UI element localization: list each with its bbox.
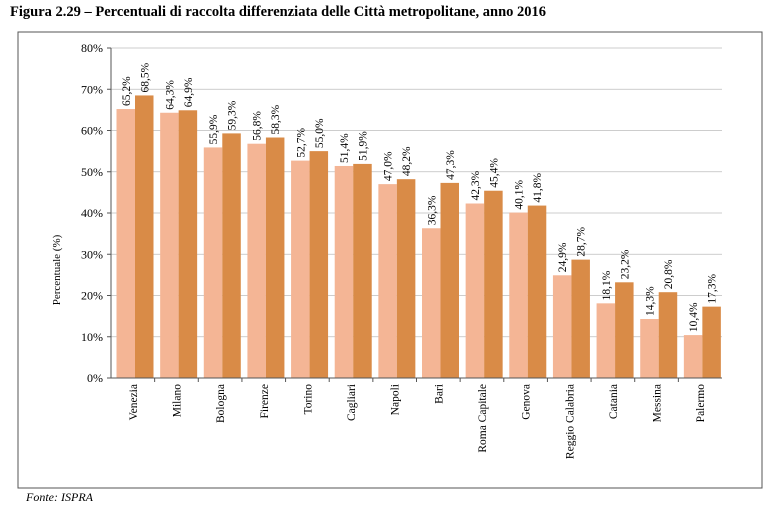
x-tick-label: Reggio Calabria <box>564 384 576 459</box>
data-label: 51,9% <box>357 131 369 161</box>
x-tick-label: Roma Capitale <box>477 384 489 453</box>
bar-2 <box>440 182 459 378</box>
data-label: 68,5% <box>139 62 151 92</box>
data-label: 20,8% <box>663 259 675 289</box>
figure-source: Fonte: ISPRA <box>26 490 93 504</box>
x-tick-label: Milano <box>171 384 183 417</box>
bar-2 <box>222 133 241 378</box>
x-tick-label: Palermo <box>695 384 707 423</box>
data-label: 41,8% <box>532 172 544 202</box>
y-tick-label: 0% <box>87 371 103 385</box>
bars-layer <box>116 95 721 379</box>
bar-2 <box>353 163 372 378</box>
data-label: 14,3% <box>644 286 656 316</box>
data-label: 47,3% <box>445 150 457 180</box>
data-label: 56,8% <box>252 111 264 141</box>
x-tick-label: Bologna <box>215 384 227 423</box>
bar-1 <box>203 147 223 378</box>
bar-2 <box>615 282 634 378</box>
x-tick-label: Venezia <box>128 384 140 420</box>
chart-frame <box>17 31 763 489</box>
data-label: 40,1% <box>514 179 526 209</box>
data-label: 17,3% <box>707 274 719 304</box>
y-tick-label: 70% <box>81 82 103 96</box>
y-tick-labels: 0% 10% 20% 30% 40% 50% 60% 70% 80% <box>81 41 103 385</box>
data-label: 45,4% <box>488 158 500 188</box>
data-label: 58,3% <box>270 104 282 134</box>
bar-2 <box>702 306 721 378</box>
data-label: 18,1% <box>601 270 613 300</box>
data-label: 47,0% <box>383 151 395 181</box>
bar-2 <box>396 179 416 378</box>
bar-1 <box>422 228 441 378</box>
data-label: 55,9% <box>208 114 220 144</box>
x-tick-label: Catania <box>608 384 620 419</box>
data-label: 65,2% <box>121 76 133 106</box>
data-label: 48,2% <box>401 146 413 176</box>
x-tick-label: Messina <box>652 384 664 422</box>
bar-2 <box>135 95 154 378</box>
y-tick-label: 10% <box>81 330 103 344</box>
data-label: 55,0% <box>314 118 326 148</box>
x-tick-label: Napoli <box>390 384 402 415</box>
bar-1 <box>509 212 528 378</box>
bar-2 <box>265 137 285 378</box>
bar-1 <box>596 303 616 378</box>
bar-2 <box>571 259 590 378</box>
x-tick-labels: Venezia Milano Bologna Firenze Torino Cagliar… <box>128 384 707 459</box>
data-label: 23,2% <box>619 249 631 279</box>
data-label: 42,3% <box>470 170 482 200</box>
data-label: 36,3% <box>426 195 438 225</box>
data-labels-layer: 65,2% 68,5% 64,3% 64,9% 55,9% 59,3% 56,8% 58,3%… <box>121 62 719 332</box>
x-tick-label: Cagliari <box>346 384 358 421</box>
x-tick-label: Bari <box>433 384 445 404</box>
bar-1 <box>247 143 266 378</box>
axis-layer <box>110 48 722 379</box>
y-tick-label: 60% <box>81 124 103 138</box>
y-tick-label: 80% <box>81 41 103 55</box>
data-label: 64,3% <box>164 80 176 110</box>
y-tick-label: 20% <box>81 289 103 303</box>
data-label: 51,4% <box>339 133 351 163</box>
bar-2 <box>527 205 547 378</box>
data-label: 59,3% <box>227 100 239 130</box>
bar-1 <box>552 275 572 378</box>
y-tick-label: 40% <box>81 206 103 220</box>
y-axis-title: Percentuale (%) <box>51 234 63 305</box>
data-label: 52,7% <box>295 127 307 157</box>
bar-2 <box>309 151 329 378</box>
data-label: 28,7% <box>576 226 588 256</box>
bar-1 <box>291 160 310 378</box>
x-tick-label: Torino <box>302 384 314 415</box>
data-label: 64,9% <box>183 77 195 107</box>
bar-2 <box>178 110 198 378</box>
y-tick-label: 50% <box>81 165 103 179</box>
bar-1 <box>640 319 659 378</box>
bar-1 <box>116 109 135 379</box>
data-label: 24,9% <box>557 242 569 272</box>
y-tick-label: 30% <box>81 247 103 261</box>
bar-2 <box>484 190 503 378</box>
bar-1 <box>378 184 397 378</box>
x-tick-label: Genova <box>521 384 533 420</box>
x-tick-label: Firenze <box>259 384 271 418</box>
bar-2 <box>658 292 678 378</box>
data-label: 10,4% <box>688 302 700 332</box>
bar-1 <box>683 335 703 378</box>
figure-title: Figura 2.29 – Percentuali di raccolta di… <box>10 4 547 20</box>
bar-1 <box>334 165 354 378</box>
bar-1 <box>160 112 179 378</box>
bar-1 <box>465 203 485 378</box>
